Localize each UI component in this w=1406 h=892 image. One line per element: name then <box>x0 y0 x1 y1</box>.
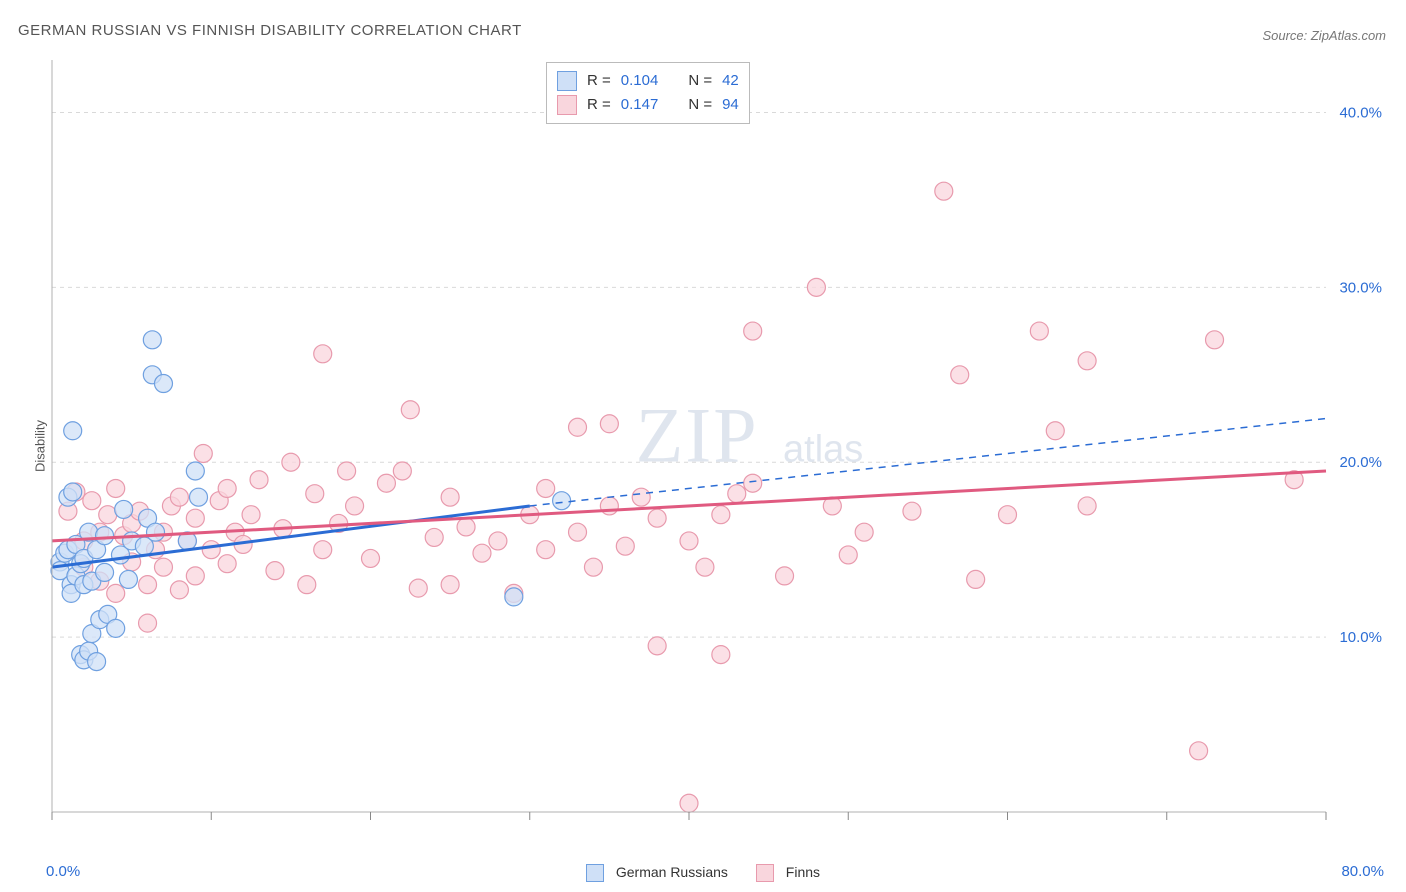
scatter-chart-svg: 10.0% 20.0% 30.0% 40.0% ZIP atlas <box>46 60 1386 832</box>
source-citation: Source: ZipAtlas.com <box>1262 28 1386 43</box>
legend-r-label-b: R = <box>587 93 611 117</box>
legend-row-a: R = 0.104 N = 42 <box>557 69 739 93</box>
series-legend: German Russians Finns <box>0 864 1406 882</box>
legend-r-value-b: 0.147 <box>621 93 659 117</box>
legend-r-value-a: 0.104 <box>621 69 659 93</box>
svg-text:40.0%: 40.0% <box>1339 104 1382 121</box>
legend-r-label-a: R = <box>587 69 611 93</box>
legend-n-value-a: 42 <box>722 69 739 93</box>
plot-area: 10.0% 20.0% 30.0% 40.0% ZIP atlas R = 0.104 N… <box>46 60 1386 832</box>
chart-title: GERMAN RUSSIAN VS FINNISH DISABILITY COR… <box>18 22 522 39</box>
legend-n-value-b: 94 <box>722 93 739 117</box>
svg-text:20.0%: 20.0% <box>1339 454 1382 471</box>
legend-swatch-a <box>557 71 577 91</box>
svg-text:ZIP: ZIP <box>636 391 759 478</box>
legend-item-a: German Russians <box>586 864 728 882</box>
svg-text:10.0%: 10.0% <box>1339 629 1382 646</box>
legend-row-b: R = 0.147 N = 94 <box>557 93 739 117</box>
svg-text:30.0%: 30.0% <box>1339 279 1382 296</box>
legend-swatch-icon <box>586 864 604 882</box>
legend-label-b: Finns <box>786 864 820 880</box>
legend-swatch-icon <box>756 864 774 882</box>
chart-container: GERMAN RUSSIAN VS FINNISH DISABILITY COR… <box>0 0 1406 892</box>
svg-text:atlas: atlas <box>783 428 863 470</box>
legend-label-a: German Russians <box>616 864 728 880</box>
legend-n-label-b: N = <box>688 93 712 117</box>
correlation-legend: R = 0.104 N = 42 R = 0.147 N = 94 <box>546 62 750 124</box>
legend-item-b: Finns <box>756 864 820 882</box>
legend-swatch-b <box>557 95 577 115</box>
legend-n-label-a: N = <box>688 69 712 93</box>
